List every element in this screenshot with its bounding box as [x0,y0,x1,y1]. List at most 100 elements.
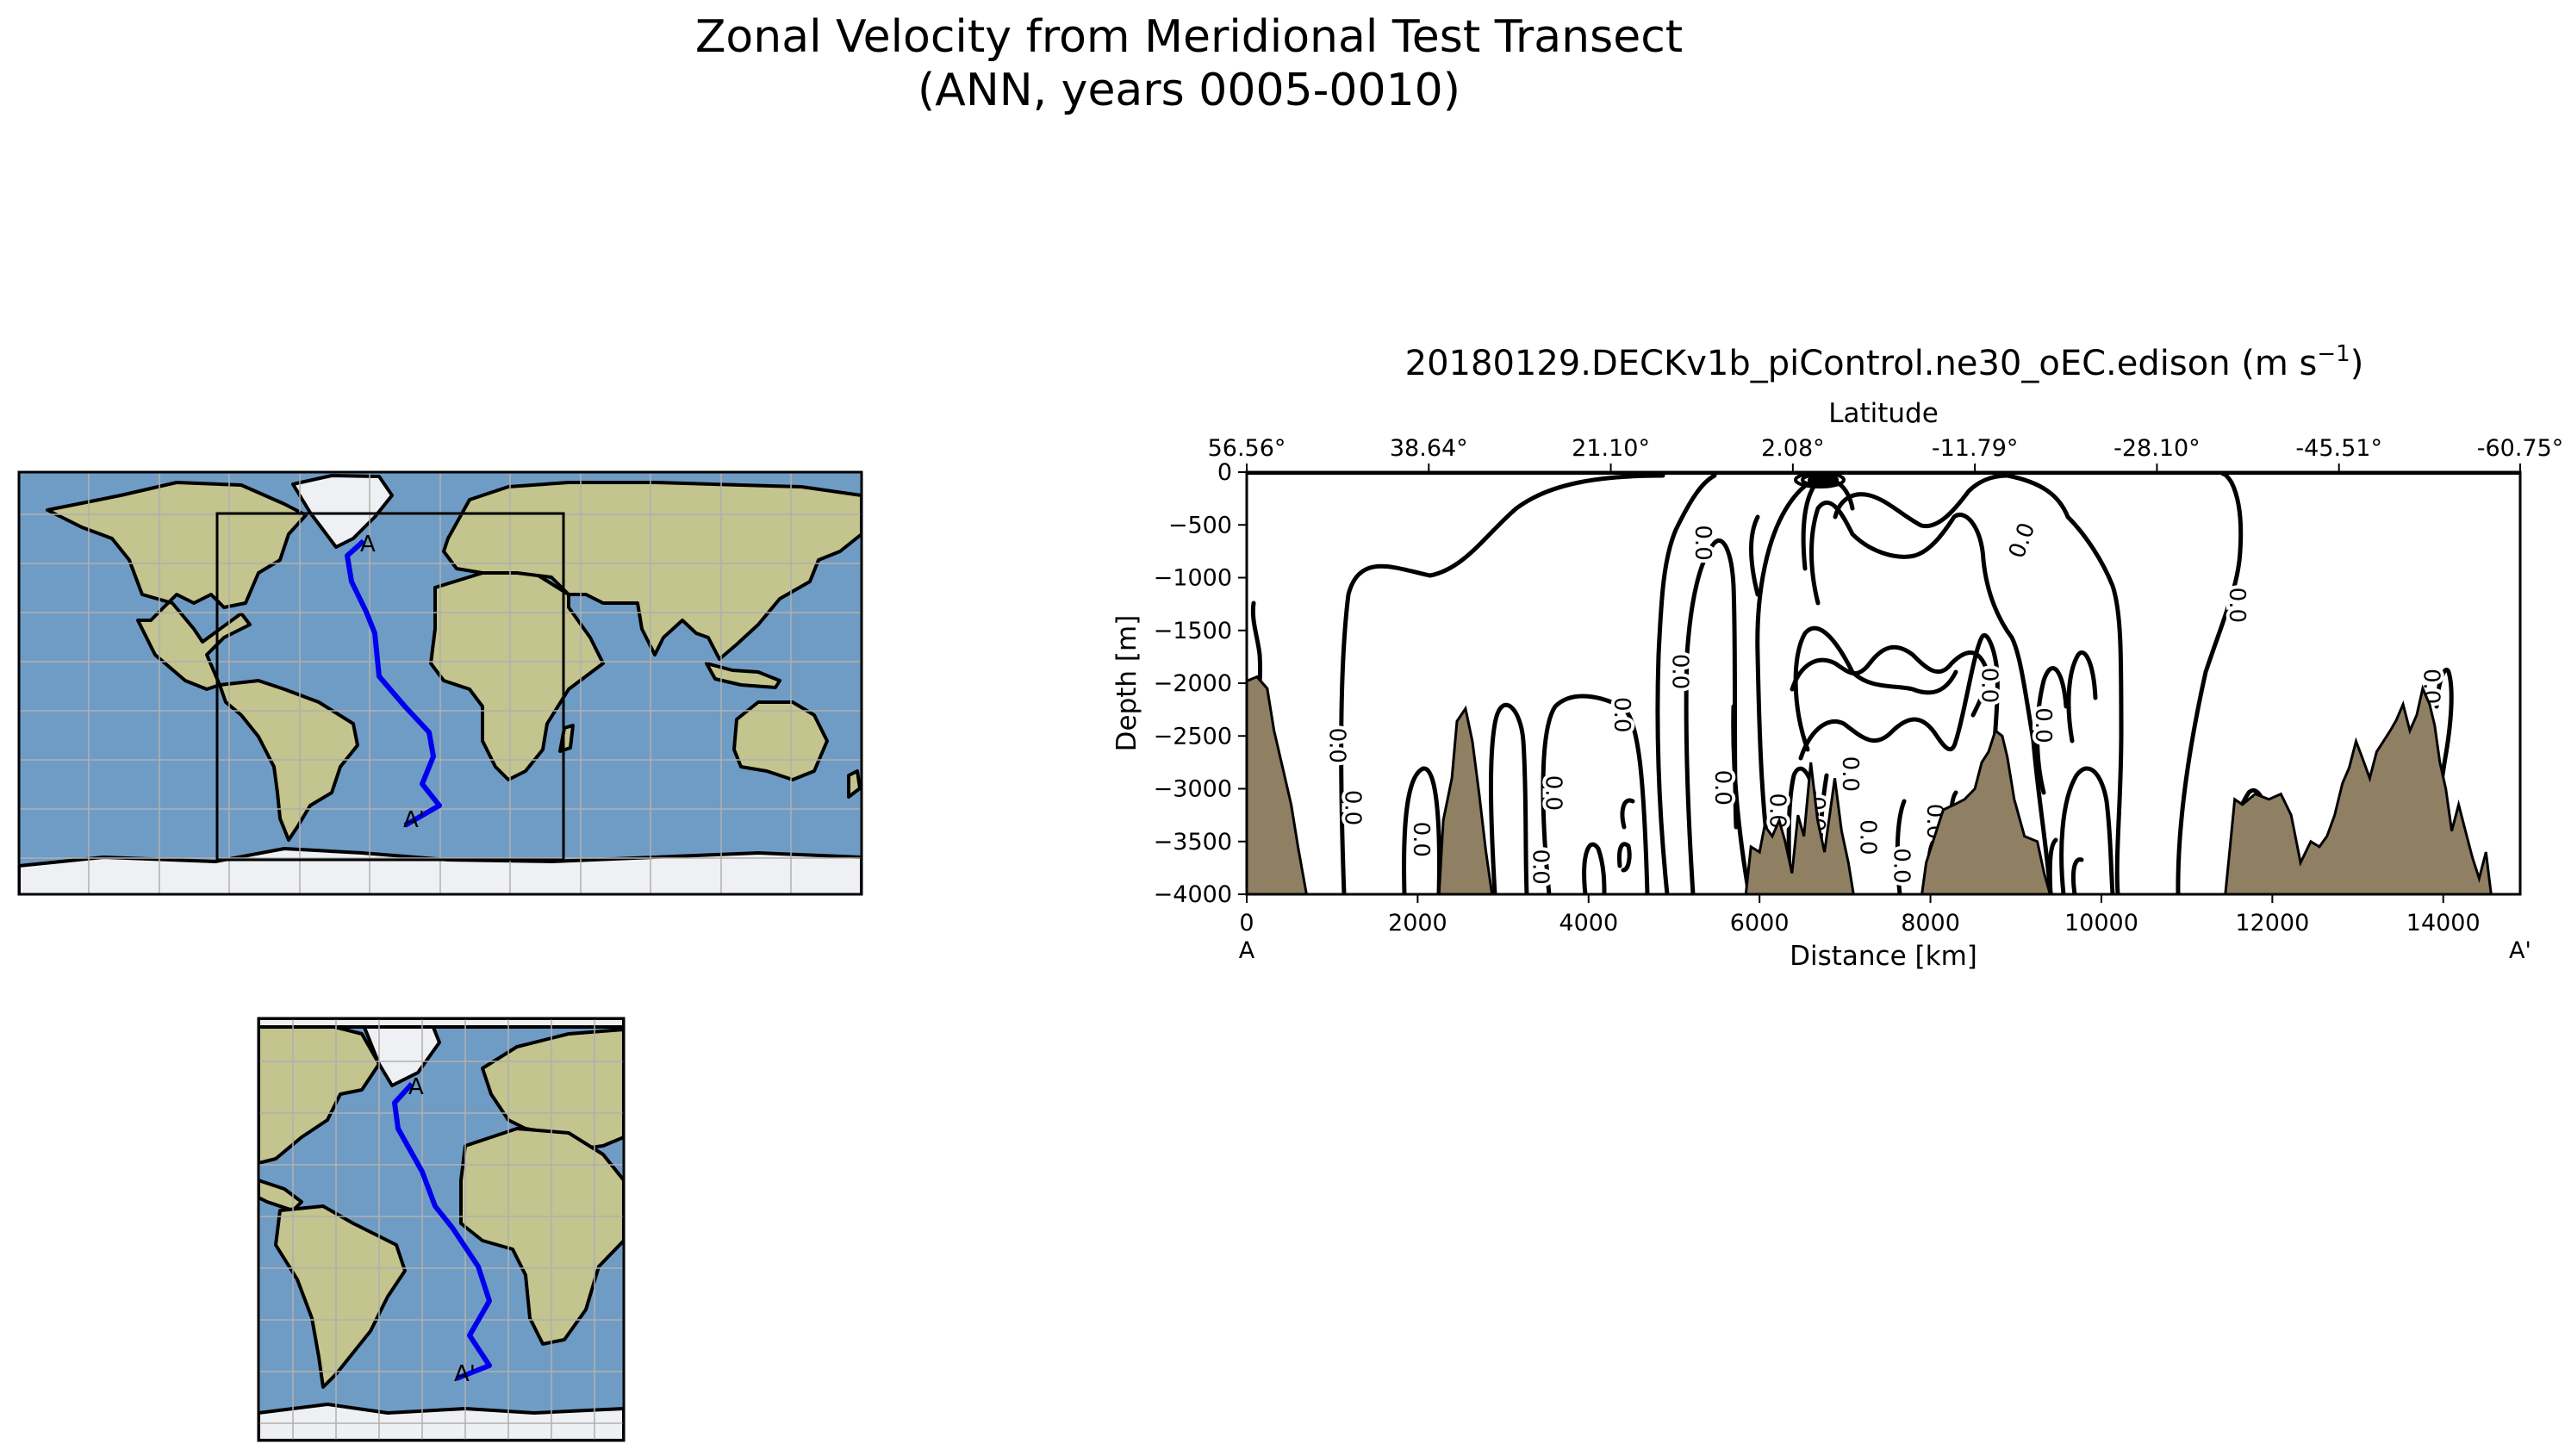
global-transect-line [345,538,442,828]
contour-label: 0.0 [2030,707,2056,743]
australia-land [732,700,829,781]
figure-title-line-2: (ANN, years 0005-0010) [917,65,1461,116]
contour-line-8 [1684,538,1739,894]
regional-transect-line [392,1081,492,1381]
top-tick-label: -28.10° [2113,435,2201,462]
contour-line-30 [2005,473,2070,520]
regional-arctic-ice [258,1018,624,1029]
section-title: 20180129.DECKv1b_piControl.ne30_oEC.edis… [1405,341,2364,383]
regional-map-land [258,1018,624,1440]
regional-map-frame [257,1017,626,1442]
x-tick-label: 4000 [1559,910,1618,936]
y-tick-label: −3000 [1154,776,1232,803]
contour-label: 0.0 [1340,790,1366,825]
contour-line-9 [1755,473,1838,894]
global-map-start-label: A [360,532,376,557]
section-units: (m s [2241,344,2317,383]
x-tick-label: 6000 [1730,910,1790,936]
contour-bullseye [1794,472,1846,488]
y-axis-label: Depth [m] [1111,615,1142,752]
zero-contour-lines [1250,472,2454,894]
contour-line-28 [2070,857,2084,894]
regional-map-end-label: A' [454,1361,476,1387]
north-america-land [46,481,308,691]
x-tick-label: 8000 [1901,910,1960,936]
section-units-close: ) [2350,344,2364,383]
contour-line-1 [1339,473,1665,894]
contour-label: 0.0 [1837,756,1863,792]
regional-map-start-label: A [408,1074,424,1100]
regional-map: A A' [257,1017,626,1442]
regional-africa-land [459,1127,624,1346]
contour-line-31 [2176,472,2244,894]
top-axis-ticks: 56.56° 38.64° 21.10° 2.08° -11.79° -28.10° -45… [1208,435,2564,472]
contour-line-12 [1793,625,1958,752]
regional-map-gridlines [258,1018,624,1440]
contour-line-15 [1809,500,2053,894]
x-tick-label: 2000 [1388,910,1447,936]
contour-label: 0.0 [1888,848,1914,883]
y-tick-label: −2000 [1154,670,1232,697]
y-tick-label: 0 [1217,459,1232,486]
contour-label: 0.0 [1709,770,1735,806]
contour-label: 0.0 [1690,525,1715,560]
contour-line-25 [2035,666,2069,795]
contour-line-38 [1620,798,1635,830]
contour-line-3 [1488,702,1529,894]
x-tick-label: 10000 [2064,910,2138,936]
x-tick-label: 14000 [2406,910,2481,936]
x-tick-label: 0 [1239,910,1254,936]
contour-line-7 [1655,473,1717,894]
new-zealand-land [847,769,862,799]
contour-line-14 [1895,799,1907,894]
contour-line-26 [2047,837,2058,894]
y-tick-label: −2500 [1154,723,1232,750]
top-tick-label: -60.75° [2477,435,2564,462]
contour-line-27 [2066,650,2098,744]
global-map: A A' [17,470,863,896]
bathymetry-fill [1247,675,2493,894]
contour-label: 0.0 [1666,654,1692,689]
y-tick-label: −500 [1168,512,1232,538]
regional-antarctica-land [258,1403,624,1440]
section-end-label: A' [2509,937,2531,964]
contour-label: 0.0 [2224,588,2250,623]
contour-line-17 [1833,473,2010,529]
contour-label: 0.0 [1855,819,1881,855]
section-plot: 20180129.DECKv1b_piControl.ne30_oEC.edis… [1111,341,2563,972]
contour-label: 0.0 [1976,668,2002,703]
contour-line-5 [1582,842,1607,894]
regional-south-america-land [274,1204,407,1389]
contour-line-6 [1617,842,1632,873]
section-start-label: A [1239,937,1255,964]
contour-label: 0.0 [2004,520,2040,562]
regional-extent-box [215,512,565,862]
top-tick-label: 2.08° [1761,435,1825,462]
contour-label: 0.0 [1408,822,1434,857]
x-axis-label: Distance [km] [1790,941,1977,972]
eurasia-land [442,481,862,661]
y-axis-ticks: 0 −500 −1000 −1500 −2000 −2500 −3000 −3500 −4000 [1154,459,1247,908]
indonesia-land [705,662,781,689]
section-units-exponent: −1 [2317,341,2350,367]
contour-line-19 [1798,633,2000,821]
contour-line-10 [1731,704,1752,894]
global-map-frame [17,470,863,896]
top-tick-label: -11.79° [1932,435,2019,462]
contour-label: 0.0 [1528,849,1553,884]
contour-line-29 [2065,514,2124,894]
global-map-end-label: A' [403,807,425,833]
contour-line-4 [1541,694,1650,894]
contour-line-39 [1749,514,1760,597]
x-tick-label: 12000 [2235,910,2309,936]
contour-line-18 [1790,644,1989,718]
y-tick-label: −4000 [1154,881,1232,908]
contour-label: 0.0 [1541,775,1566,811]
y-tick-label: −1500 [1154,618,1232,644]
global-map-gridlines [19,472,862,894]
contour-label: 0.0 [1609,697,1634,732]
top-tick-label: 38.64° [1390,435,1468,462]
top-axis-label: Latitude [1828,398,1939,429]
bullseye-core [1814,476,1826,483]
